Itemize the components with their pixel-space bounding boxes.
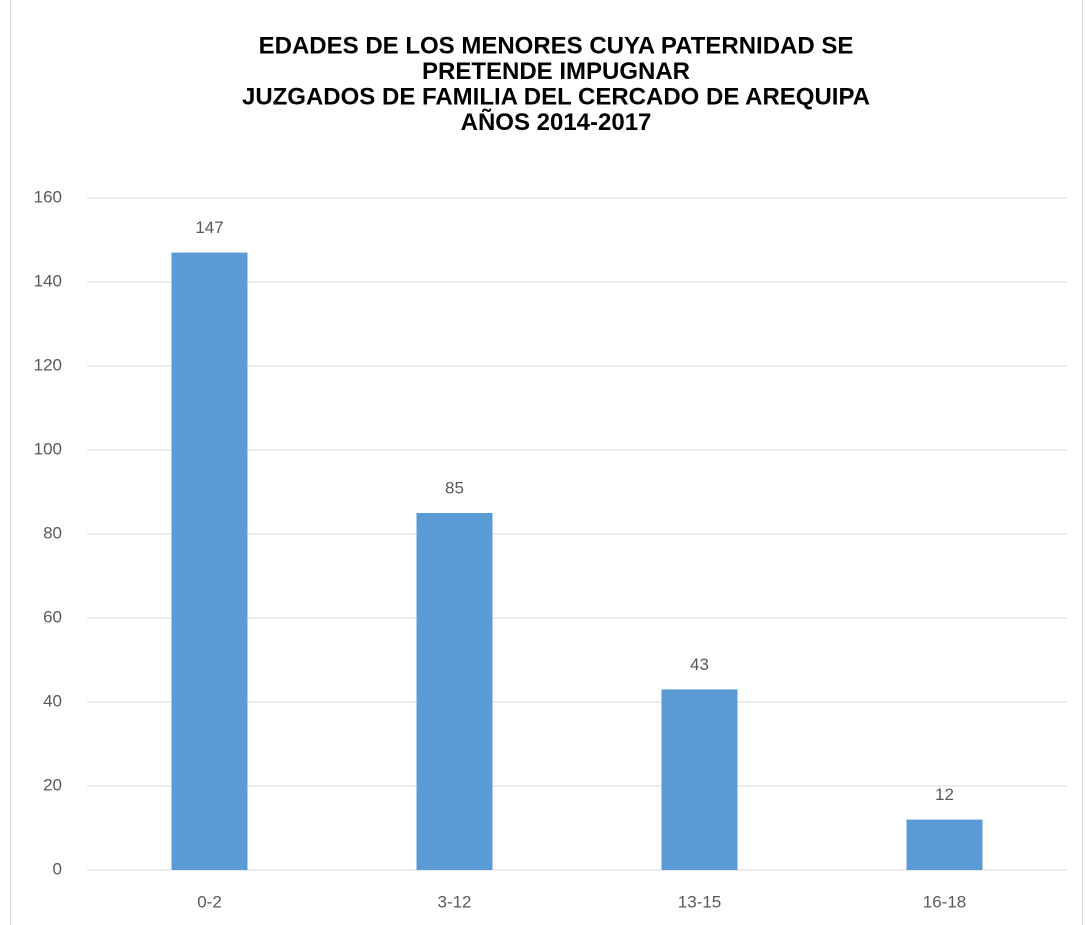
chart-title: AÑOS 2014-2017 <box>461 108 652 136</box>
y-tick-label: 0 <box>53 859 62 878</box>
data-label: 12 <box>935 785 954 804</box>
y-tick-label: 120 <box>34 355 62 374</box>
chart-title: JUZGADOS DE FAMILIA DEL CERCADO DE AREQU… <box>242 83 870 110</box>
chart-frame <box>10 0 1083 925</box>
bar <box>416 513 493 870</box>
data-label: 43 <box>690 655 709 674</box>
y-tick-label: 80 <box>43 523 62 542</box>
bar <box>906 819 983 870</box>
x-tick-label: 3-12 <box>437 892 471 911</box>
data-label: 147 <box>195 218 223 237</box>
data-label: 85 <box>445 478 464 497</box>
y-tick-label: 140 <box>34 271 62 290</box>
x-tick-label: 16-18 <box>923 892 966 911</box>
x-tick-label: 0-2 <box>197 892 222 911</box>
y-tick-label: 40 <box>43 691 62 710</box>
y-tick-label: 160 <box>34 187 62 206</box>
chart-title: EDADES DE LOS MENORES CUYA PATERNIDAD SE <box>259 32 854 59</box>
y-tick-label: 100 <box>34 439 62 458</box>
x-tick-label: 13-15 <box>678 892 721 911</box>
y-tick-label: 20 <box>43 775 62 794</box>
bar <box>661 689 738 870</box>
y-tick-label: 60 <box>43 607 62 626</box>
bar <box>171 252 248 871</box>
chart-title: PRETENDE IMPUGNAR <box>422 58 690 85</box>
